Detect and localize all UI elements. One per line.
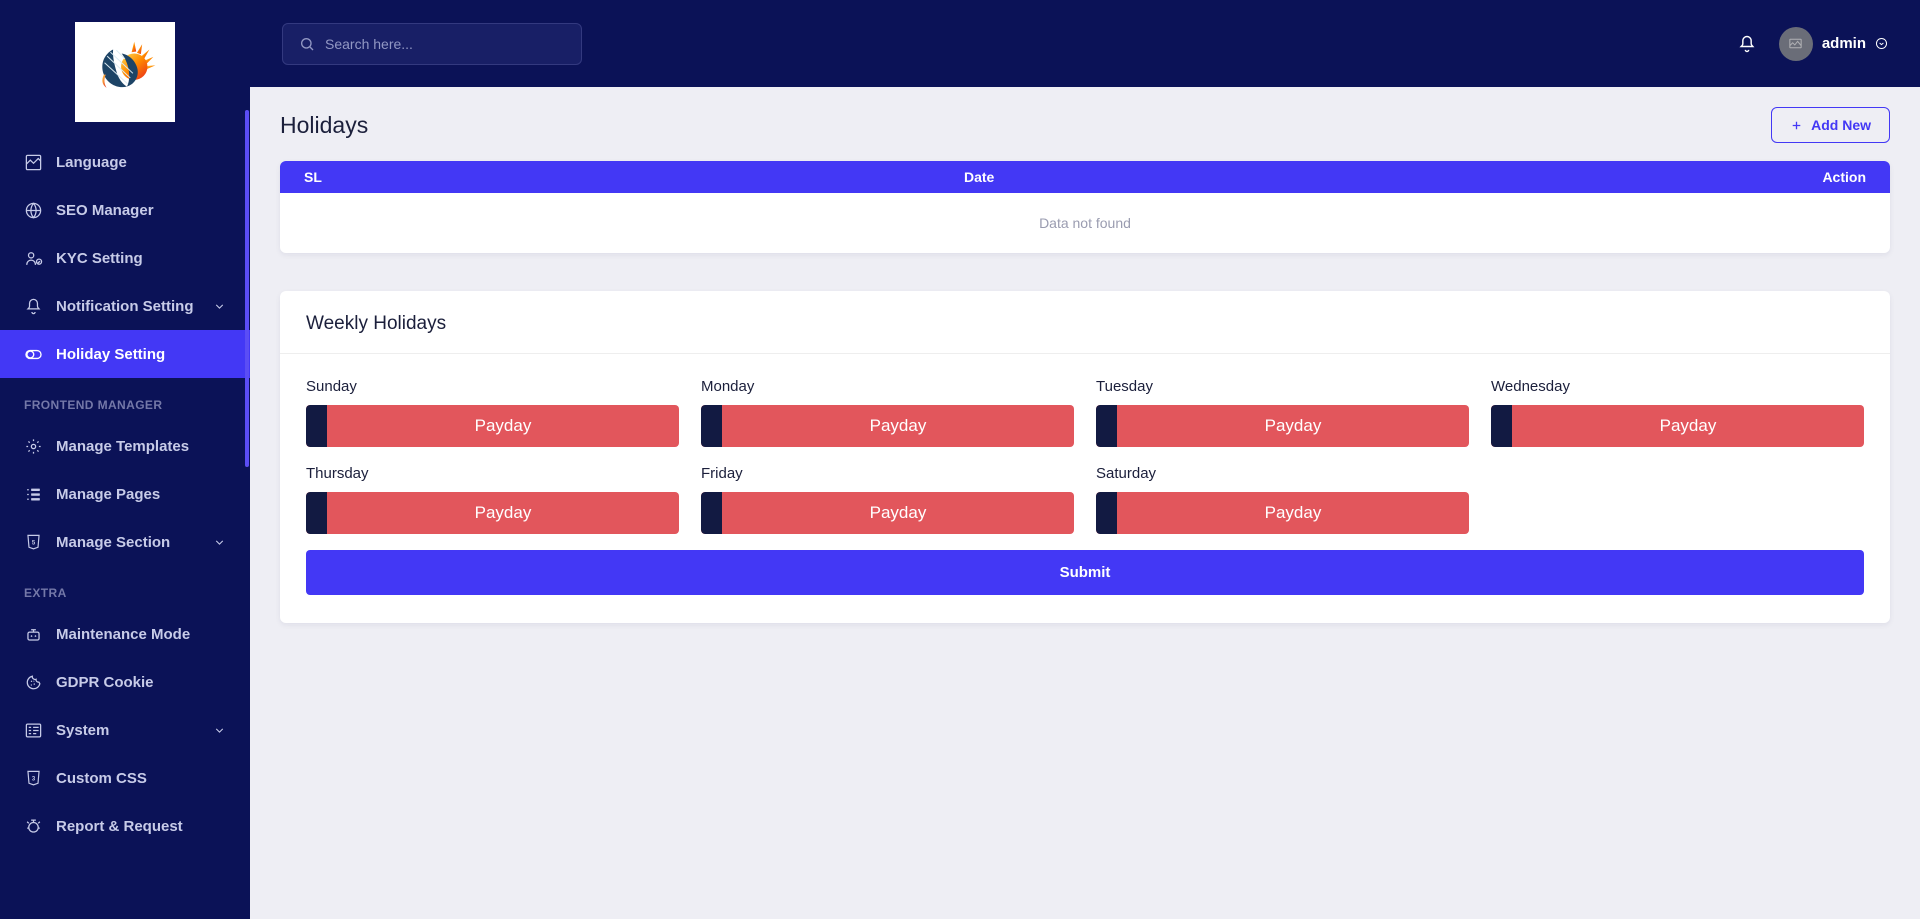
svg-text:5: 5 — [32, 540, 36, 546]
svg-text:3: 3 — [32, 776, 36, 782]
